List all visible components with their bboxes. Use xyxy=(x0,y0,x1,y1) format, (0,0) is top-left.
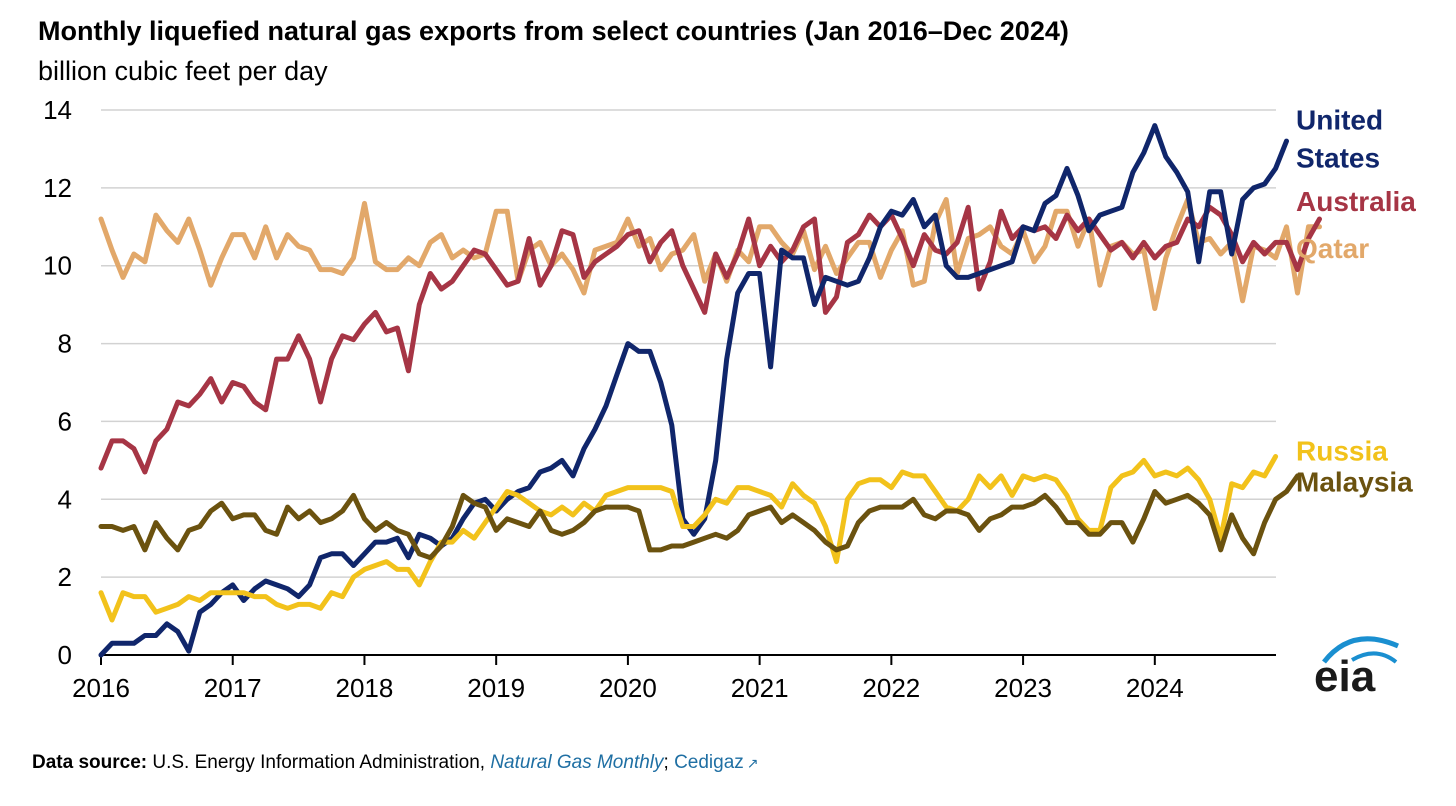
footer-separator: ; xyxy=(663,752,675,773)
x-tick-label: 2020 xyxy=(599,673,657,703)
external-link-icon: ↗ xyxy=(746,755,759,771)
y-tick-label: 10 xyxy=(43,251,72,281)
footer-prefix: Data source: xyxy=(32,752,148,773)
y-tick-label: 6 xyxy=(58,406,72,436)
x-tick-label: 2024 xyxy=(1126,673,1184,703)
logo-text: eia xyxy=(1314,652,1376,701)
logo-swoosh xyxy=(1322,636,1399,664)
series-line-australia xyxy=(98,204,1322,475)
x-tick-label: 2019 xyxy=(467,673,525,703)
series-line-united-states xyxy=(98,123,1289,658)
chart-subtitle: billion cubic feet per day xyxy=(38,56,328,86)
eia-logo-icon xyxy=(1322,636,1399,664)
x-tick-label: 2022 xyxy=(862,673,920,703)
x-tick-label: 2018 xyxy=(336,673,394,703)
footer-text: U.S. Energy Information Administration, xyxy=(147,752,491,773)
x-tick-label: 2016 xyxy=(72,673,130,703)
series-lines xyxy=(98,123,1322,658)
cedigaz-link[interactable]: Cedigaz xyxy=(674,752,744,773)
series-label-malaysia: Malaysia xyxy=(1296,467,1413,498)
logo-swoosh-inner xyxy=(1350,651,1398,664)
x-tick-label: 2017 xyxy=(204,673,262,703)
x-tick-label: 2021 xyxy=(731,673,789,703)
chart-canvas: 0 2 4 6 8 10 12 14 2016 2017 2018 2019 2020 2021 2022… xyxy=(43,95,1416,703)
series-label-qatar: Qatar xyxy=(1296,233,1369,264)
chart-title: Monthly liquefied natural gas exports fr… xyxy=(38,16,1069,46)
y-tick-label: 2 xyxy=(58,562,72,592)
y-axis-ticks: 0 2 4 6 8 10 12 14 xyxy=(43,95,72,670)
x-tick-label: 2023 xyxy=(994,673,1052,703)
y-tick-label: 4 xyxy=(58,484,72,514)
series-line-russia xyxy=(98,454,1279,623)
x-axis: 2016 2017 2018 2019 2020 2021 2022 2023 2024 xyxy=(72,654,1276,703)
gridlines xyxy=(101,109,1276,578)
natural-gas-monthly-link[interactable]: Natural Gas Monthly xyxy=(490,752,664,773)
eia-logo: eia xyxy=(1312,632,1404,702)
series-label-australia: Australia xyxy=(1296,186,1416,217)
y-tick-label: 12 xyxy=(43,173,72,203)
y-tick-label: 8 xyxy=(58,329,72,359)
y-tick-label: 0 xyxy=(58,640,72,670)
y-tick-label: 14 xyxy=(43,95,72,125)
data-source-footer: Data source: U.S. Energy Information Adm… xyxy=(32,752,759,774)
series-line-malaysia xyxy=(98,473,1300,561)
series-label-united-states: United States xyxy=(1296,104,1383,173)
series-label-russia: Russia xyxy=(1296,435,1388,466)
